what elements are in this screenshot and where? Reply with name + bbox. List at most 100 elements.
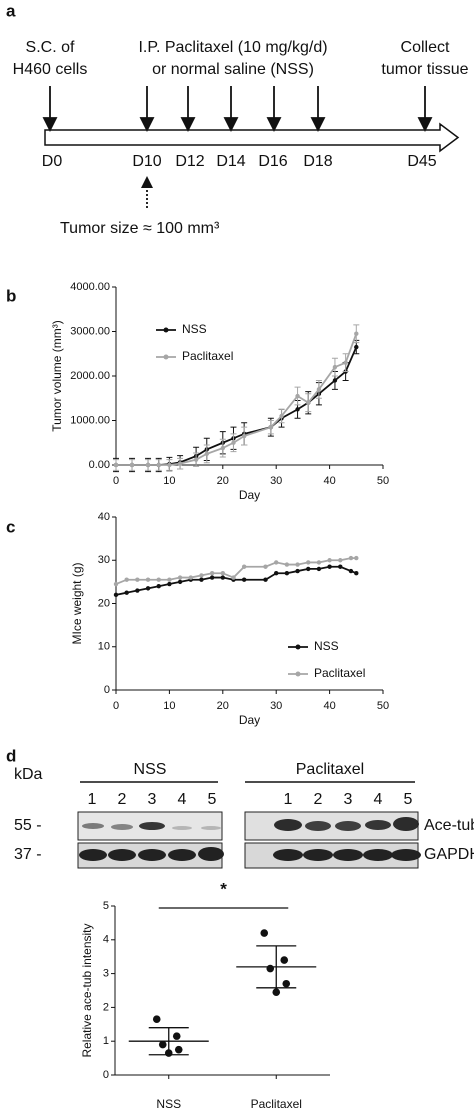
group-label: Paclitaxel (296, 761, 364, 778)
series-line (116, 333, 358, 466)
y-tick-label: 4 (103, 934, 109, 946)
event-label: Collect (401, 39, 450, 56)
point (209, 571, 215, 576)
mw-marker: 55 - (14, 817, 42, 834)
point (177, 575, 183, 580)
point (199, 577, 204, 582)
point (241, 564, 247, 569)
y-tick-label: 5 (103, 900, 109, 912)
point (295, 568, 300, 574)
point (354, 331, 359, 336)
legend-marker (295, 671, 301, 677)
point (327, 558, 332, 563)
day-label: D10 (132, 153, 161, 170)
x-tick-label: 50 (377, 700, 389, 712)
point (295, 562, 300, 567)
point (172, 1032, 181, 1040)
legend-marker (295, 644, 301, 650)
x-axis-label: Day (239, 488, 260, 502)
lane-label: 2 (314, 791, 323, 808)
y-tick-label: 40 (98, 511, 110, 523)
lane-label: 5 (208, 791, 217, 808)
x-tick-label: 30 (270, 700, 282, 712)
legend-marker (163, 327, 169, 333)
x-tick-label: 0 (113, 475, 119, 487)
point (316, 387, 322, 392)
point (158, 1040, 167, 1049)
point (260, 929, 269, 937)
point (167, 577, 172, 582)
point (348, 555, 354, 561)
point (204, 451, 209, 457)
point (332, 364, 338, 370)
point (279, 413, 284, 419)
point (220, 445, 225, 451)
point (272, 988, 281, 996)
unit-label: kDa (14, 766, 43, 783)
note: Tumor size ≈ 100 mm³ (60, 220, 220, 237)
legend-label: NSS (314, 639, 339, 653)
day-label: D12 (175, 153, 204, 170)
point (274, 571, 279, 576)
point (284, 571, 290, 576)
y-axis-label: Relative ace-tub intensity (80, 923, 94, 1057)
lane-label: 3 (148, 791, 157, 808)
point (193, 457, 199, 462)
point (280, 956, 289, 964)
point (167, 462, 172, 468)
point (145, 577, 151, 582)
day-label: D16 (258, 153, 287, 170)
x-tick-label: 10 (163, 475, 175, 487)
event-label: or normal saline (NSS) (152, 61, 314, 78)
lane-label: 2 (118, 791, 127, 808)
y-tick-label: 1000.00 (70, 414, 110, 426)
point (306, 400, 311, 405)
x-tick-label: 20 (217, 475, 229, 487)
day-label: D0 (42, 153, 63, 170)
panel-label: a (6, 1, 16, 20)
protein-label: Ace-tub (424, 817, 474, 834)
x-tick-label: 10 (163, 700, 175, 712)
legend-label: Paclitaxel (314, 666, 365, 680)
point (129, 462, 135, 468)
day-label: D45 (407, 153, 436, 170)
x-tick-label: 50 (377, 475, 389, 487)
point (177, 579, 183, 585)
significance-mark: * (220, 879, 227, 898)
point (338, 564, 343, 569)
lane-label: 4 (374, 791, 383, 808)
lane-label: 5 (404, 791, 413, 808)
point (316, 560, 322, 565)
point (327, 564, 332, 569)
point (156, 462, 161, 468)
point (145, 462, 151, 468)
series-line (116, 346, 358, 466)
y-tick-label: 1 (103, 1035, 109, 1047)
point (332, 378, 338, 383)
point (156, 584, 161, 589)
y-tick-label: 3000.00 (70, 325, 110, 337)
y-tick-label: 4000.00 (70, 281, 110, 293)
sd-bar (256, 945, 297, 989)
panel-label: c (6, 517, 15, 536)
point (354, 555, 359, 561)
point (124, 590, 129, 595)
x-tick-label: 30 (270, 475, 282, 487)
lane-label: 3 (344, 791, 353, 808)
event-label: H460 cells (13, 61, 88, 78)
point (220, 575, 225, 580)
y-tick-label: 0.00 (89, 459, 110, 471)
protein-label: GAPDH (424, 846, 474, 863)
x-axis-label: Day (239, 713, 260, 727)
point (231, 575, 236, 580)
point (348, 568, 354, 574)
point (295, 407, 300, 412)
point (174, 1045, 183, 1054)
point (177, 461, 183, 466)
y-tick-label: 0 (104, 684, 110, 696)
point (209, 575, 215, 580)
y-tick-label: 0 (103, 1069, 109, 1081)
point (274, 560, 279, 565)
point (266, 964, 275, 973)
